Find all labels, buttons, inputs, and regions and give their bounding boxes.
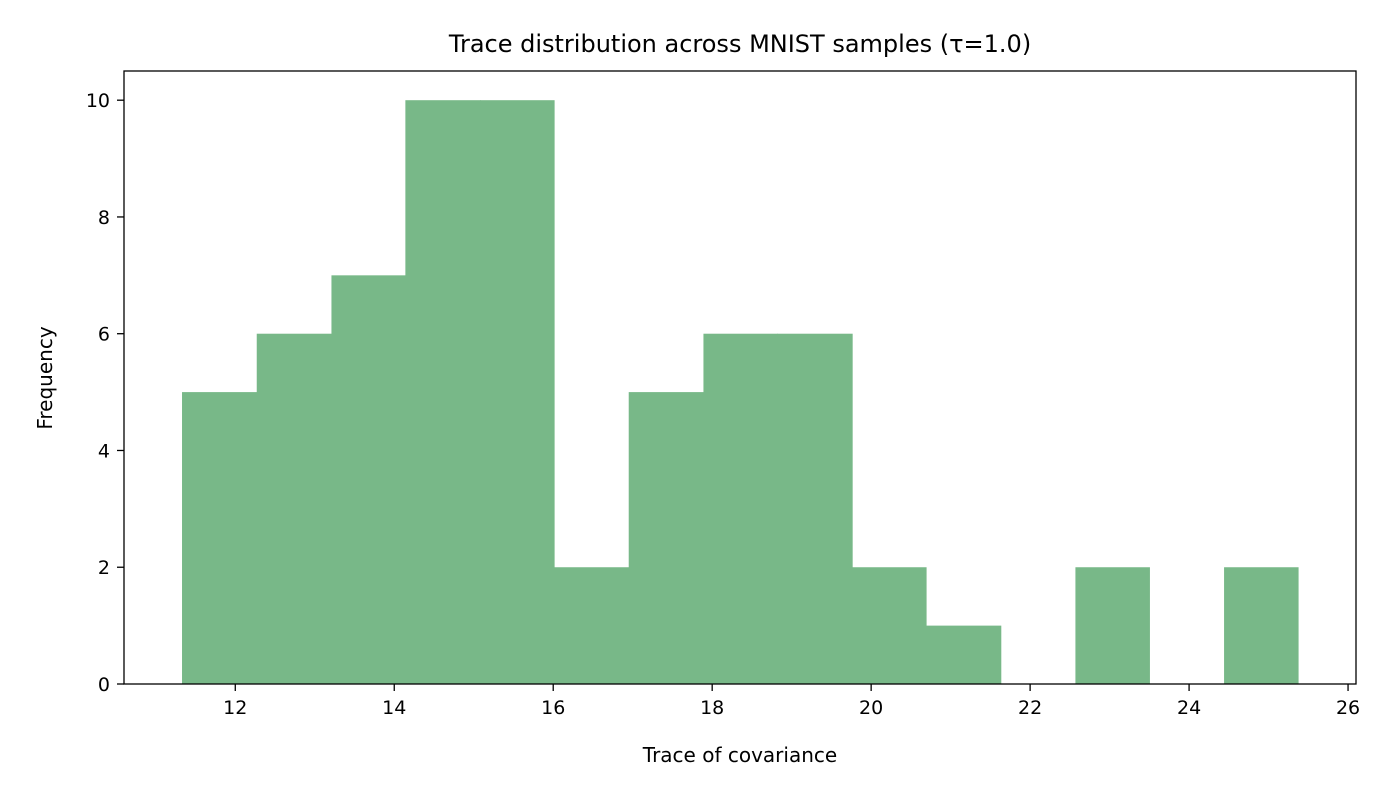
x-tick-label: 22 — [1018, 697, 1042, 719]
x-tick-label: 24 — [1177, 697, 1201, 719]
y-tick-label: 10 — [86, 90, 110, 112]
y-tick-label: 0 — [98, 674, 110, 696]
histogram-bar-8 — [777, 333, 853, 684]
x-tick-label: 16 — [541, 697, 565, 719]
x-tick-label: 26 — [1336, 697, 1360, 719]
histogram-bar-0 — [182, 392, 258, 684]
y-tick-label: 2 — [98, 557, 110, 579]
y-tick-label: 8 — [98, 207, 110, 229]
bars-layer — [182, 100, 1299, 684]
histogram-bar-4 — [480, 100, 555, 684]
histogram-bar-14 — [1224, 567, 1299, 684]
histogram-bar-6 — [628, 392, 705, 684]
x-tick-label: 12 — [223, 697, 247, 719]
histogram-bar-12 — [1075, 567, 1150, 684]
histogram-bar-7 — [703, 333, 778, 684]
histogram-bar-5 — [554, 567, 630, 684]
chart-title: Trace distribution across MNIST samples … — [448, 30, 1031, 58]
y-tick-label: 6 — [98, 324, 110, 346]
y-axis-ticks: 0 2 4 6 8 10 — [86, 90, 124, 696]
x-tick-label: 20 — [859, 697, 883, 719]
y-tick-label: 4 — [98, 440, 110, 462]
x-axis-label: Trace of covariance — [642, 743, 837, 767]
histogram-bar-10 — [925, 625, 1002, 684]
y-axis-label: Frequency — [33, 326, 57, 429]
histogram-bar-1 — [256, 333, 333, 684]
x-tick-label: 14 — [382, 697, 406, 719]
plot-frame — [123, 70, 1357, 685]
histogram-bar-9 — [852, 567, 927, 684]
histogram-bar-3 — [405, 100, 481, 684]
x-tick-label: 18 — [700, 697, 724, 719]
x-axis-ticks: 12 14 16 18 20 22 24 26 — [223, 684, 1360, 719]
histogram-bar-2 — [331, 275, 406, 684]
